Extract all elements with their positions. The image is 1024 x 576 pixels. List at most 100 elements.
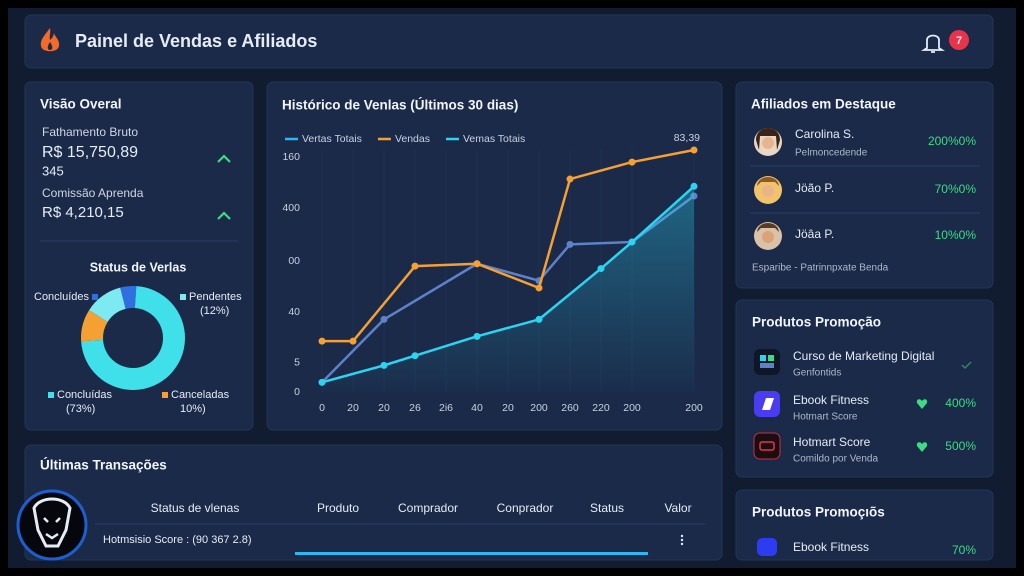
- product-icon: [754, 349, 780, 375]
- legend-swatch: [48, 392, 54, 398]
- legend-label: Vemas Totais: [463, 133, 525, 145]
- point: [349, 337, 357, 345]
- corner-label: 83,39: [674, 132, 700, 144]
- x-tick-label: 200: [530, 402, 548, 414]
- affiliate-name: Carolina S.: [795, 127, 854, 141]
- heart-icon[interactable]: [916, 399, 928, 409]
- products-panel-2: [735, 489, 994, 561]
- table-header: Conprador: [497, 501, 554, 515]
- point: [628, 158, 636, 166]
- donut-title: Status de Verlas: [90, 260, 187, 274]
- legend-label: Concluídas: [57, 389, 113, 401]
- legend-swatch: [180, 294, 186, 300]
- x-tick-label: 20: [347, 402, 359, 414]
- logo-lion: [32, 497, 72, 548]
- x-tick-label: 220: [592, 402, 610, 414]
- affiliates-panel: [735, 81, 994, 289]
- avatar: [754, 128, 782, 156]
- donut-segment: [89, 287, 126, 322]
- affiliate-name: Jöâa P.: [795, 227, 834, 241]
- up-arrow: [217, 154, 231, 163]
- product-subtitle: Hotmart Score: [793, 412, 858, 423]
- product-value: 500%: [945, 439, 976, 453]
- legend-label: Vertas Totais: [302, 133, 362, 145]
- y-tick-label: 160: [282, 151, 300, 163]
- product-name: Ebook Fitness: [793, 393, 869, 407]
- product-name: Ebook Fitness: [793, 540, 869, 554]
- legend-swatch: [92, 294, 98, 300]
- line-chart: 0 5 40 00 400 160 0 20 20 26 2i6 40 20 200 260 220 200 20…: [282, 133, 702, 414]
- point: [690, 146, 698, 154]
- point: [566, 175, 574, 183]
- y-tick-label: 5: [294, 357, 300, 369]
- legend-label: Canceladas: [171, 389, 230, 401]
- flame-icon-inner: [47, 42, 53, 50]
- logo-lion-face: [43, 517, 61, 540]
- x-tick-label: 200: [685, 402, 703, 414]
- notification-badge[interactable]: [949, 30, 969, 50]
- product-name: Hotmart Score: [793, 435, 871, 449]
- x-tick-label: 0: [319, 402, 325, 414]
- panel-title: Produtos Promoçıõs: [752, 505, 885, 520]
- product-icon: [754, 391, 780, 417]
- line: [321, 185, 695, 384]
- point: [380, 361, 388, 369]
- affiliate-subtitle: Pelmoncedende: [795, 148, 868, 159]
- x-tick-label: 20: [378, 402, 390, 414]
- header-bar: [24, 14, 994, 69]
- point: [597, 265, 605, 273]
- product-subtitle: Comildo por Venda: [793, 454, 878, 465]
- product-icon: [753, 432, 781, 460]
- avatar: [754, 176, 782, 204]
- up-arrow: [217, 211, 231, 220]
- affiliate-value: 10%0%: [935, 228, 977, 242]
- affiliate-name: Jöão P.: [795, 181, 834, 195]
- point: [690, 182, 698, 190]
- product-value: 400%: [945, 396, 976, 410]
- legend-label: Vendas: [395, 133, 430, 145]
- metric-label: Fathamento Bruto: [42, 125, 138, 139]
- point: [380, 315, 388, 323]
- product-value: 70%: [952, 543, 976, 557]
- table-header: Status: [590, 501, 624, 515]
- point: [566, 240, 574, 248]
- y-tick-label: 0: [294, 386, 300, 398]
- logo: [16, 489, 88, 561]
- chart-title: Histórico de Venlas (Últimos 30 dias): [282, 98, 518, 113]
- table-header: Produto: [317, 501, 359, 515]
- bell-icon[interactable]: [921, 34, 945, 53]
- legend-label: Concluídes: [34, 291, 90, 303]
- point: [628, 238, 636, 246]
- point: [318, 337, 326, 345]
- table-header: Comprador: [398, 501, 458, 515]
- y-tick-label: 00: [288, 255, 300, 267]
- point: [473, 332, 481, 340]
- point: [473, 260, 481, 268]
- x-tick-label: 200: [623, 402, 641, 414]
- row-menu[interactable]: [680, 534, 684, 546]
- metric-label: Comissão Aprenda: [42, 186, 144, 200]
- panel-title: Afiliados em Destaque: [751, 97, 896, 112]
- point: [535, 315, 543, 323]
- value-label: 10%): [180, 403, 206, 415]
- value-label: (73%): [66, 403, 95, 415]
- legend-swatch: [162, 392, 168, 398]
- header-title: Painel de Vendas e Afiliados: [75, 31, 317, 51]
- donut-segment: [81, 310, 108, 342]
- heart-icon[interactable]: [916, 442, 928, 452]
- metric-value: R$ 4,210,15: [42, 204, 124, 221]
- product-icon: [757, 538, 777, 556]
- y-tick-label: 40: [288, 306, 300, 318]
- x-tick-label: 2i6: [439, 402, 453, 414]
- point: [411, 262, 419, 270]
- donut-segment: [81, 286, 185, 391]
- x-tick-label: 260: [561, 402, 579, 414]
- affiliate-value: 70%0%: [935, 182, 977, 196]
- legend-label: Pendentes: [189, 291, 242, 303]
- affiliate-value: 200%0%: [928, 134, 976, 148]
- flame-icon: [40, 28, 60, 52]
- y-tick-label: 400: [282, 202, 300, 214]
- badge-count: 7: [956, 35, 962, 47]
- point: [411, 352, 419, 360]
- check-icon: [961, 361, 972, 370]
